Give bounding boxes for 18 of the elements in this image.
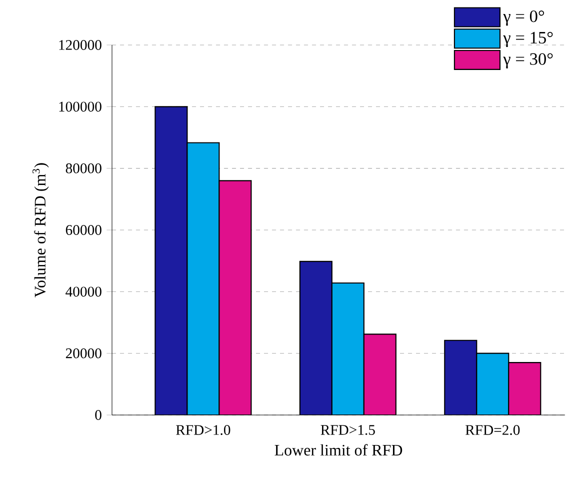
x-tick-label: RFD=2.0 — [465, 425, 520, 436]
x-tick-label: RFD>1.0 — [176, 425, 230, 436]
y-tick-label: 60000 — [66, 225, 102, 235]
x-tick-label: RFD>1.5 — [320, 425, 375, 435]
legend-label: γ = 15° — [503, 32, 553, 48]
legend-label: γ = 30° — [503, 53, 553, 68]
y-tick-label: 120000 — [59, 40, 102, 50]
y-tick-label: 100000 — [59, 102, 102, 112]
y-tick-label: 20000 — [66, 348, 102, 358]
y-axis-title: Volume of RFD (m$^{3}$) — [32, 163, 49, 298]
y-tick-label: 40000 — [66, 286, 102, 297]
bar — [508, 362, 542, 415]
bar — [218, 180, 252, 415]
y-tick-label: 80000 — [66, 163, 102, 174]
legend-label: γ = 0° — [503, 10, 544, 26]
bar — [363, 334, 396, 415]
y-tick-label: 0 — [95, 410, 102, 420]
x-axis-title: Lower limit of RFD — [274, 444, 402, 456]
